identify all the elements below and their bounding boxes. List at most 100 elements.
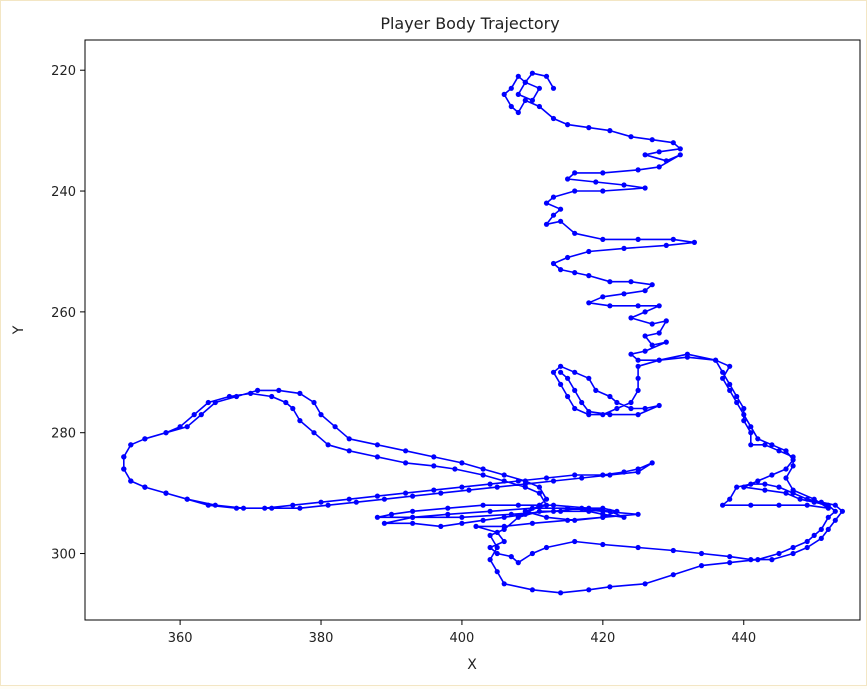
trajectory-point [579,399,585,406]
trajectory-point [600,508,606,514]
trajectory-point [734,399,740,406]
trajectory-point [600,412,606,418]
trajectory-point [550,369,557,375]
trajectory-point [318,499,324,505]
trajectory-point [677,152,683,158]
trajectory-point [635,412,641,418]
trajectory-point [663,339,669,345]
trajectory-point [466,487,472,493]
trajectory-point [670,236,676,242]
trajectory-point [565,517,571,523]
trajectory-point [191,412,197,418]
trajectory-point [128,478,134,484]
trajectory-point [283,399,289,406]
trajectory-point [487,544,493,551]
trajectory-point [572,270,578,276]
trajectory-point [480,466,486,472]
trajectory-point [614,508,620,514]
trajectory-point [515,478,521,484]
trajectory-point [642,309,648,315]
trajectory-point [501,91,507,97]
trajectory-point [438,523,444,530]
trajectory-point [522,511,528,517]
trajectory-point [459,514,465,520]
trajectory-point [480,502,486,508]
trajectory-point [621,514,627,520]
trajectory-point [501,581,507,587]
trajectory-point [501,538,507,545]
trajectory-point [635,363,641,369]
trajectory-point [410,514,416,520]
trajectory-point [536,484,543,490]
trajectory-point [621,469,627,475]
trajectory-point [600,188,606,194]
trajectory-point [572,472,578,478]
trajectory-point [776,550,782,557]
trajectory-point [635,544,641,551]
trajectory-point [607,303,613,309]
trajectory-point [480,472,486,478]
trajectory-point [374,454,380,460]
trajectory-point [593,387,599,393]
trajectory-point [565,122,571,128]
trajectory-point [607,508,613,514]
trajectory-point [790,550,796,557]
trajectory-point [635,236,641,242]
trajectory-point [297,418,303,424]
trajectory-point [459,460,465,466]
x-tick-label: 440 [731,631,756,646]
trajectory-point [642,185,648,191]
trajectory-point [543,221,550,227]
trajectory-point [804,502,810,508]
trajectory-point [248,390,254,396]
trajectory-point [642,333,648,339]
trajectory-point [720,502,726,508]
trajectory-line [123,72,844,594]
trajectory-point [269,393,275,400]
trajectory-point [240,505,247,511]
trajectory-point [572,405,578,412]
trajectory-point [572,387,578,393]
trajectory-point [543,496,550,502]
trajectory-point [790,544,796,551]
trajectory-point [769,442,775,448]
trajectory-point [381,496,387,502]
trajectory-point [832,502,838,508]
trajectory-point [614,399,620,406]
trajectory-point [494,569,500,575]
trajectory-point [621,182,627,188]
trajectory-point [565,375,571,381]
trajectory-point [501,523,507,530]
trajectory-point [353,499,359,505]
trajectory-point [797,496,803,502]
trajectory-point [769,557,775,563]
trajectory-point [536,103,543,110]
trajectory-point [374,442,380,448]
trajectory-point [727,363,733,369]
trajectory-point [550,502,557,508]
trajectory-point [579,475,585,481]
trajectory-point [734,393,740,400]
trajectory-point [346,496,352,502]
trajectory-point [776,502,782,508]
trajectory-point [558,381,564,387]
trajectory-point [818,499,824,505]
trajectory-point [508,85,514,91]
trajectory-point [529,505,536,511]
y-tick-label: 260 [51,306,76,321]
trajectory-point [205,502,211,508]
trajectory-point [515,109,521,116]
trajectory-point [600,514,606,520]
trajectory-point [825,526,831,533]
trajectory-point [346,436,352,442]
trajectory-point [184,496,190,502]
trajectory-point [452,466,458,472]
trajectory-point [776,484,782,490]
trajectory-point [607,472,613,478]
trajectory-point [550,478,557,484]
trajectory-point [790,454,796,460]
trajectory-point [558,363,564,369]
trajectory-point [804,496,810,502]
trajectory-point [431,454,437,460]
trajectory-point [677,146,683,152]
